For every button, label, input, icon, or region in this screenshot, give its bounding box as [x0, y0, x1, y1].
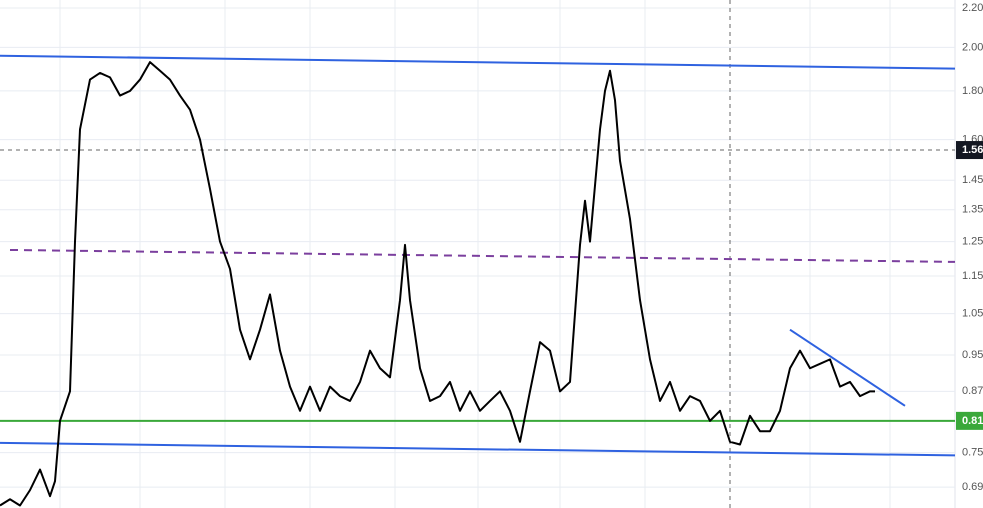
price-line: [0, 61, 875, 507]
y-tick-label: 0.95: [962, 349, 983, 361]
y-tick-label: 1.15: [962, 270, 983, 282]
trend-line: [9, 248, 956, 263]
y-tick-label: 2.00: [962, 41, 983, 53]
price-tag-label: 1.56: [962, 144, 983, 156]
price-tag: [956, 411, 983, 430]
price-tag: [956, 141, 983, 160]
y-tick-label: 1.05: [962, 308, 983, 320]
y-tick-label: 1.80: [962, 85, 983, 97]
y-tick-label: 1.35: [962, 204, 983, 216]
trend-line: [0, 441, 956, 457]
y-tick-label: 0.87: [962, 385, 983, 397]
price-tag-label: 0.81: [962, 415, 983, 427]
trend-line: [0, 54, 956, 70]
y-tick-label: 1.25: [962, 235, 983, 247]
trend-line: [789, 328, 906, 407]
y-tick-label: 2.20: [962, 2, 983, 14]
y-tick-label: 0.75: [962, 447, 983, 459]
y-tick-label: 0.69: [962, 481, 983, 493]
y-tick-label: 1.45: [962, 174, 983, 186]
